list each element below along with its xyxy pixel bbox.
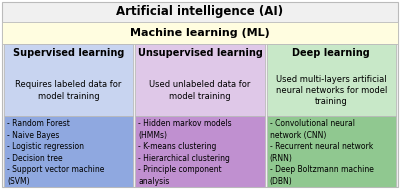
Text: Supervised learning: Supervised learning	[13, 48, 124, 58]
FancyBboxPatch shape	[135, 115, 265, 187]
FancyBboxPatch shape	[2, 22, 398, 44]
Text: Artificial intelligence (AI): Artificial intelligence (AI)	[116, 5, 284, 18]
FancyBboxPatch shape	[4, 44, 133, 115]
FancyBboxPatch shape	[2, 2, 398, 187]
Text: Requires labeled data for
model training: Requires labeled data for model training	[16, 81, 122, 101]
Text: Used multi-layers artificial
neural networks for model
training: Used multi-layers artificial neural netw…	[276, 75, 387, 106]
Text: Unsupervised learning: Unsupervised learning	[138, 48, 262, 58]
Text: Deep learning: Deep learning	[292, 48, 370, 58]
Text: Machine learning (ML): Machine learning (ML)	[130, 28, 270, 38]
Text: - Random Forest
- Naive Bayes
- Logistic regression
- Decision tree
- Support ve: - Random Forest - Naive Bayes - Logistic…	[7, 119, 104, 186]
Text: - Hidden markov models
(HMMs)
- K-means clustering
- Hierarchical clustering
- P: - Hidden markov models (HMMs) - K-means …	[138, 119, 232, 186]
FancyBboxPatch shape	[267, 44, 396, 115]
FancyBboxPatch shape	[267, 115, 396, 187]
FancyBboxPatch shape	[4, 115, 133, 187]
Text: Used unlabeled data for
model training: Used unlabeled data for model training	[149, 81, 251, 101]
Text: - Convolutional neural
network (CNN)
- Recurrent neural network
(RNN)
- Deep Bol: - Convolutional neural network (CNN) - R…	[270, 119, 374, 186]
FancyBboxPatch shape	[135, 44, 265, 115]
